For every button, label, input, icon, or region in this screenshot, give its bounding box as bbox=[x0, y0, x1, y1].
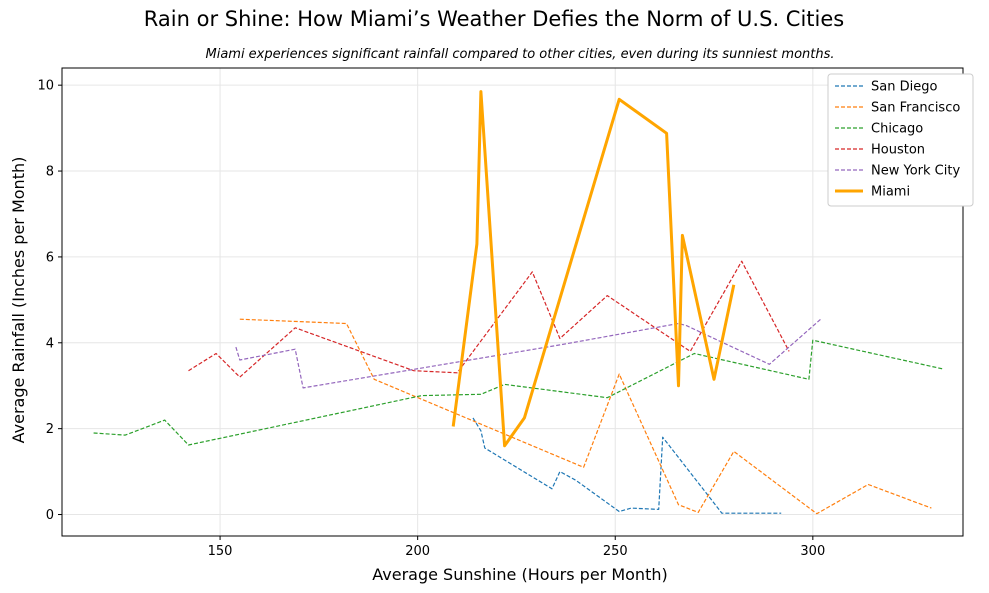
legend: San Diego San Francisco Chicago Houston New … bbox=[827, 73, 974, 207]
y-axis-label: Average Rainfall (Inches per Month) bbox=[9, 157, 28, 444]
y-tick-label: 10 bbox=[37, 79, 54, 94]
y-tick-label: 8 bbox=[46, 165, 54, 180]
grid-lines bbox=[62, 68, 963, 536]
plot-lines bbox=[93, 90, 944, 515]
series-line-new-york-city bbox=[235, 318, 822, 389]
legend-label: San Diego bbox=[871, 80, 937, 95]
plot-frame bbox=[61, 67, 964, 537]
series-line-miami bbox=[451, 90, 736, 448]
series-line-houston bbox=[188, 260, 790, 378]
series-line-san-francisco bbox=[239, 318, 932, 515]
legend-box bbox=[827, 73, 974, 207]
x-axis-label: Average Sunshine (Hours per Month) bbox=[372, 565, 667, 584]
chart-title: Rain or Shine: How Miami’s Weather Defie… bbox=[144, 7, 844, 31]
x-tick-label: 200 bbox=[405, 544, 430, 559]
y-tick-label: 2 bbox=[46, 422, 54, 437]
y-tick-label: 6 bbox=[46, 250, 54, 265]
x-tick-label: 150 bbox=[208, 544, 233, 559]
legend-label: Miami bbox=[871, 185, 910, 200]
legend-label: New York City bbox=[871, 164, 960, 179]
y-tick-label: 0 bbox=[46, 508, 54, 523]
legend-label: San Francisco bbox=[871, 101, 960, 116]
axis-ticks: 150 200 250 300 0 2 4 6 8 10 bbox=[37, 79, 825, 559]
series-line-san-diego bbox=[472, 417, 782, 514]
x-tick-label: 300 bbox=[800, 544, 825, 559]
chart-subtitle: Miami experiences significant rainfall c… bbox=[205, 47, 834, 62]
x-tick-label: 250 bbox=[603, 544, 628, 559]
legend-label: Chicago bbox=[871, 122, 923, 137]
legend-label: Houston bbox=[871, 143, 925, 158]
y-tick-label: 4 bbox=[46, 336, 54, 351]
series-line-chicago bbox=[93, 339, 944, 446]
